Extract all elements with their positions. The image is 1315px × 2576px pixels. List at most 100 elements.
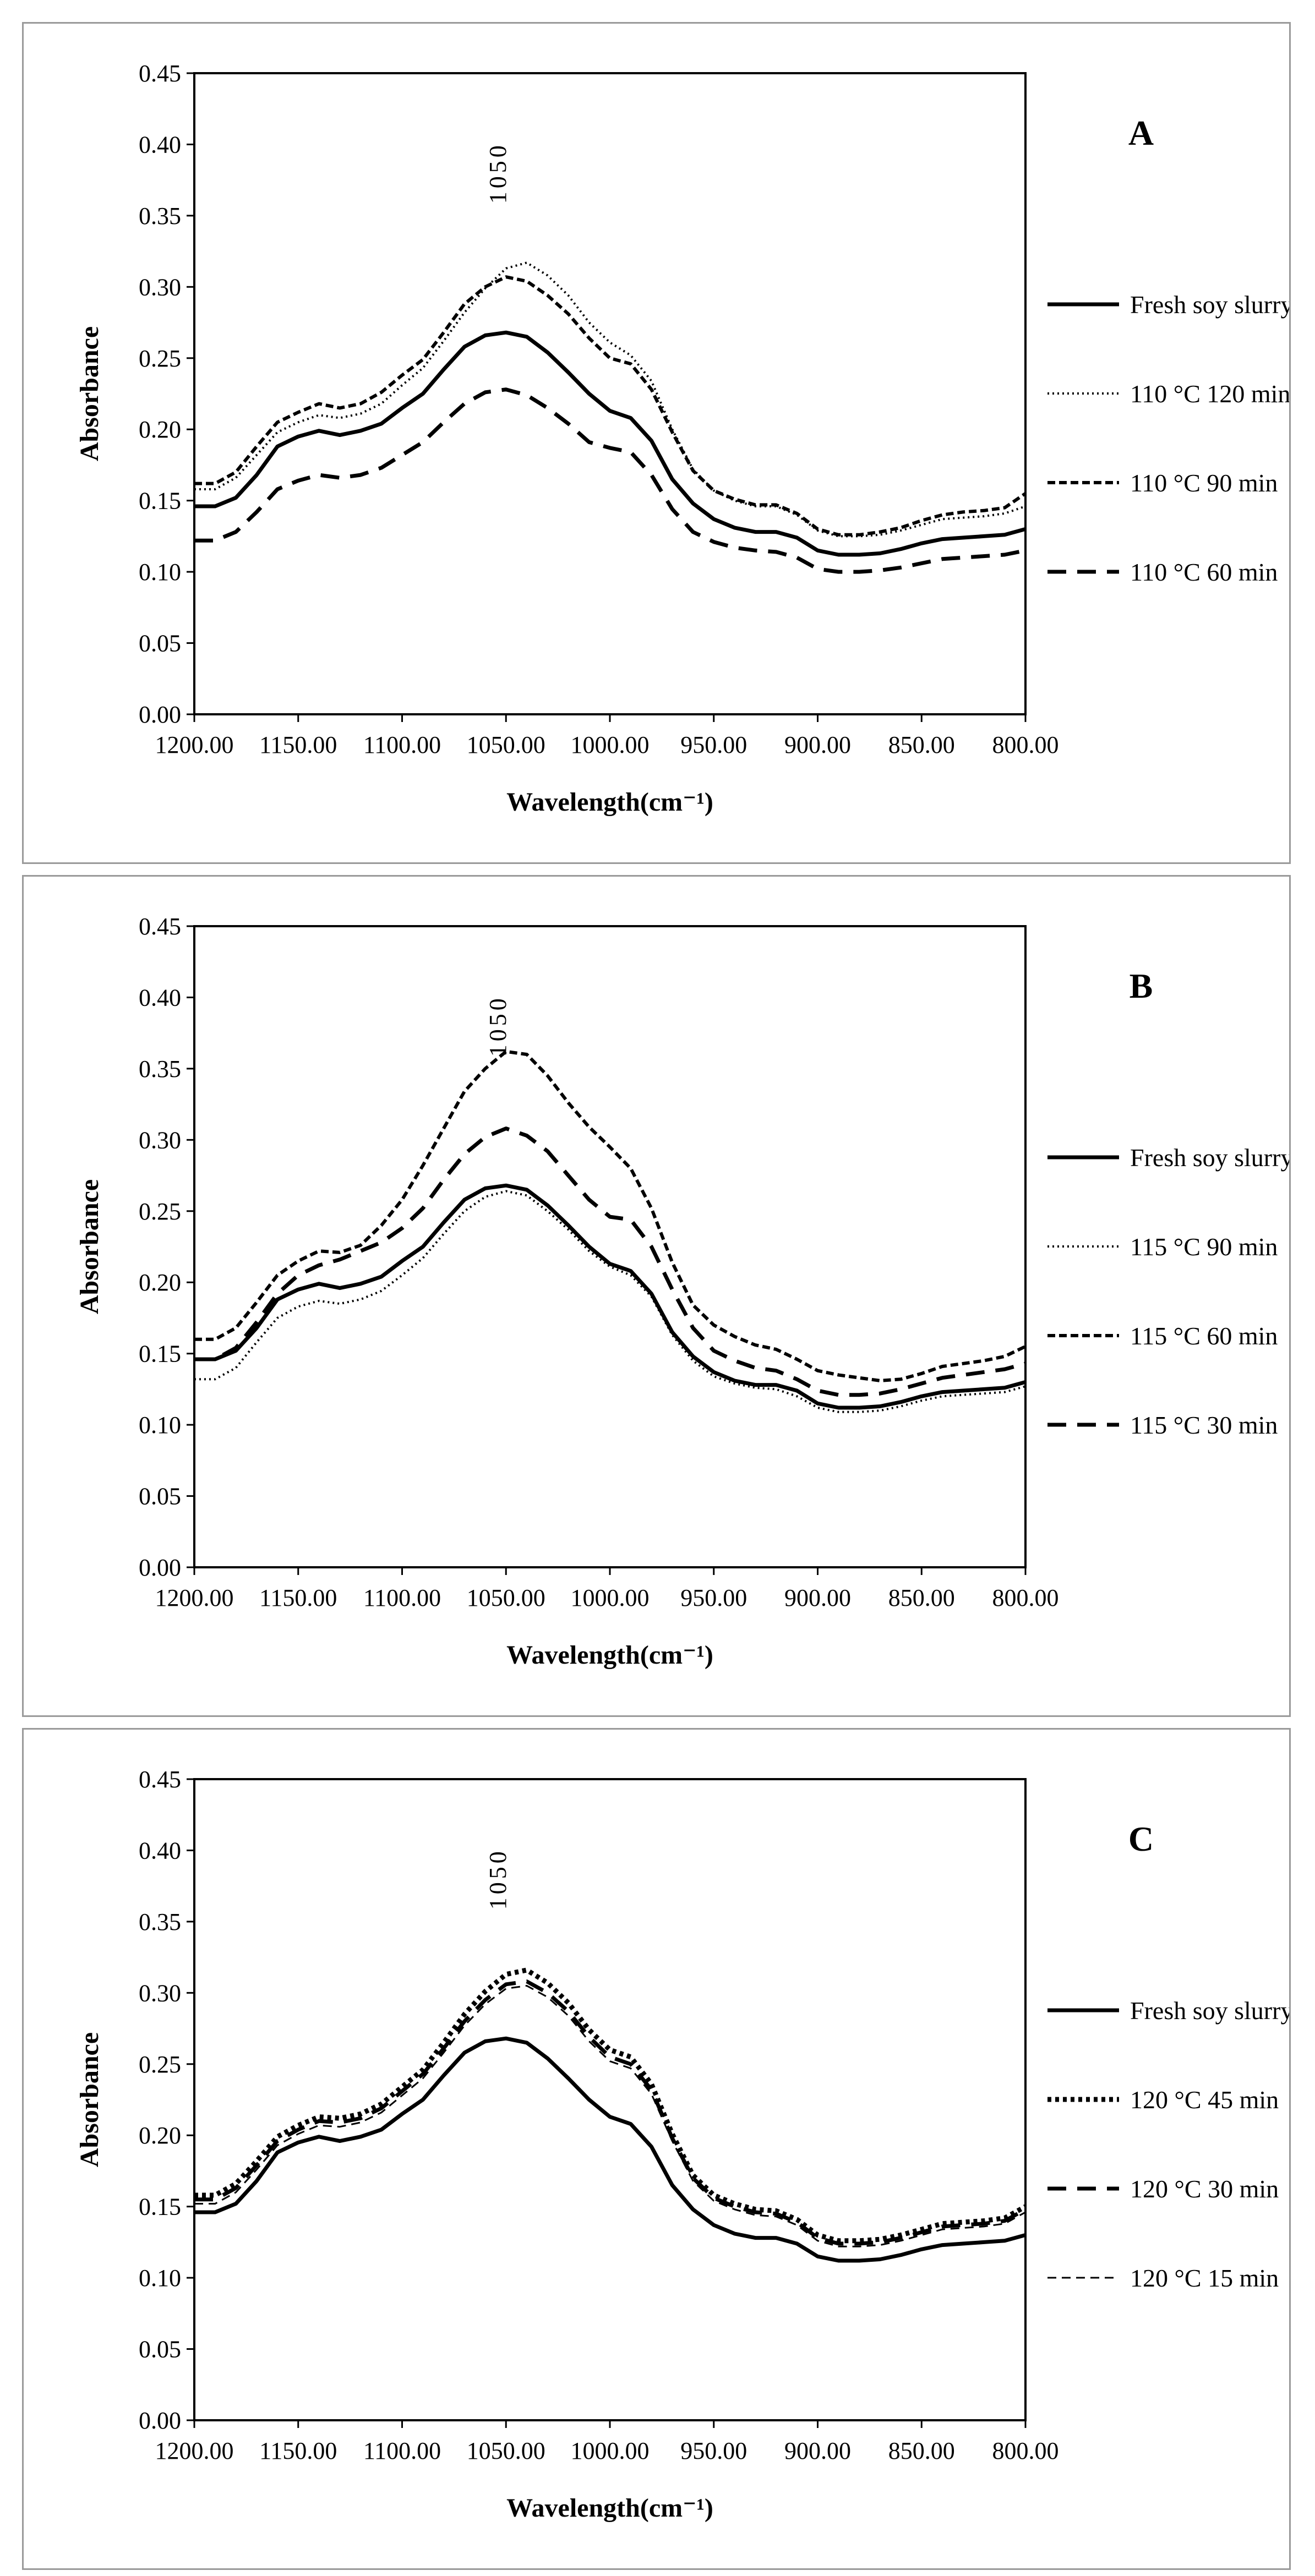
x-axis-title: Wavelength(cm⁻¹) — [506, 1640, 713, 1670]
legend-label: 115 °C 60 min — [1130, 1322, 1278, 1350]
x-tick-label: 850.00 — [888, 2437, 955, 2464]
legend-label: 110 °C 60 min — [1130, 558, 1278, 586]
y-tick-label: 0.05 — [139, 630, 181, 657]
y-axis-title: Absorbance — [75, 2032, 104, 2167]
legend-label: 110 °C 120 min — [1130, 380, 1289, 408]
x-tick-label: 950.00 — [680, 2437, 747, 2464]
x-axis-title: Wavelength(cm⁻¹) — [506, 787, 713, 817]
chart-c-svg: 0.00 0.05 0.10 0.15 0.20 0.25 0.30 0.35 0.40 0.45… — [75, 1766, 1289, 2523]
series-line-3 — [194, 275, 1027, 537]
x-tick-label: 1100.00 — [363, 731, 441, 758]
peak-annotation: 1050 — [484, 995, 511, 1057]
legend-label: 120 °C 15 min — [1130, 2264, 1279, 2292]
plot-area-frame — [193, 72, 1027, 715]
x-tick-label: 1150.00 — [259, 731, 337, 758]
legend-label: Fresh soy slurry — [1130, 1144, 1289, 1172]
y-tick-label: 0.05 — [139, 2336, 181, 2363]
x-tick-label: 1100.00 — [363, 2437, 441, 2464]
y-tick-label: 0.45 — [139, 913, 181, 940]
legend-label: 110 °C 90 min — [1130, 469, 1278, 497]
x-tick-label: 1000.00 — [571, 1584, 650, 1611]
y-tick-label: 0.00 — [139, 1554, 181, 1581]
y-axis-title: Absorbance — [75, 1179, 104, 1314]
x-tick-label: 900.00 — [784, 731, 851, 758]
panel-label: A — [1128, 113, 1154, 152]
series-line-3 — [194, 1049, 1027, 1382]
peak-annotation: 1050 — [484, 1848, 511, 1910]
y-tick-label: 0.45 — [139, 1766, 181, 1793]
x-tick-label: 950.00 — [680, 731, 747, 758]
series-line-2 — [194, 1190, 1026, 1413]
panel-b: 0.00 0.05 0.10 0.15 0.20 0.25 0.30 0.35 0.40 0.45… — [22, 875, 1291, 1717]
y-tick-label: 0.25 — [139, 1198, 181, 1225]
x-tick-label: 950.00 — [680, 1584, 747, 1611]
x-tick-label: 1150.00 — [259, 1584, 337, 1611]
y-tick-label: 0.20 — [139, 416, 181, 443]
x-tick-label: 1100.00 — [363, 1584, 441, 1611]
y-tick-label: 0.15 — [139, 1341, 181, 1368]
x-tick-label: 800.00 — [992, 2437, 1059, 2464]
legend-label: 115 °C 90 min — [1130, 1233, 1278, 1261]
panel-label: B — [1130, 966, 1153, 1005]
y-tick-label: 0.00 — [139, 701, 181, 728]
y-tick-label: 0.25 — [139, 345, 181, 372]
series-line-4 — [194, 1126, 1026, 1397]
y-tick-label: 0.40 — [139, 1837, 181, 1864]
x-tick-label: 1200.00 — [155, 731, 234, 758]
peak-annotation: 1050 — [484, 142, 511, 204]
y-tick-label: 0.45 — [139, 60, 181, 87]
legend-label: Fresh soy slurry — [1130, 1997, 1289, 2025]
y-tick-label: 0.30 — [139, 1126, 181, 1153]
x-tick-label: 1000.00 — [571, 2437, 650, 2464]
series-line-1 — [194, 330, 1026, 557]
legend-label: 120 °C 30 min — [1130, 2175, 1279, 2203]
x-tick-label: 1000.00 — [571, 731, 650, 758]
x-tick-label: 1050.00 — [467, 1584, 545, 1611]
chart-a-svg: 0.00 0.05 0.10 0.15 0.20 0.25 0.30 0.35 0.40 0.45… — [75, 60, 1289, 817]
y-tick-label: 0.10 — [139, 1412, 181, 1439]
y-tick-label: 0.35 — [139, 1908, 181, 1935]
y-tick-label: 0.35 — [139, 1055, 181, 1082]
series-line-3 — [194, 1979, 1027, 2246]
panel-a: 0.00 0.05 0.10 0.15 0.20 0.25 0.30 0.35 0.40 0.45… — [22, 22, 1291, 864]
y-tick-label: 0.20 — [139, 2122, 181, 2149]
chart-b-svg: 0.00 0.05 0.10 0.15 0.20 0.25 0.30 0.35 0.40 0.45… — [75, 913, 1289, 1670]
y-tick-label: 0.15 — [139, 488, 181, 515]
y-tick-label: 0.35 — [139, 203, 181, 229]
panel-label: C — [1128, 1819, 1154, 1858]
plot-area-frame — [193, 925, 1027, 1568]
x-tick-label: 1050.00 — [467, 2437, 545, 2464]
y-tick-label: 0.25 — [139, 2051, 181, 2078]
y-tick-label: 0.30 — [139, 274, 181, 300]
series-line-2 — [194, 1967, 1027, 2244]
panel-c: 0.00 0.05 0.10 0.15 0.20 0.25 0.30 0.35 0.40 0.45… — [22, 1728, 1291, 2570]
legend-label: Fresh soy slurry — [1130, 291, 1289, 319]
x-tick-label: 1200.00 — [155, 2437, 234, 2464]
y-tick-label: 0.40 — [139, 984, 181, 1011]
y-tick-label: 0.30 — [139, 1979, 181, 2006]
y-tick-label: 0.20 — [139, 1269, 181, 1296]
x-tick-label: 900.00 — [784, 2437, 851, 2464]
series-line-4 — [194, 387, 1026, 574]
y-tick-label: 0.40 — [139, 131, 181, 158]
y-tick-label: 0.00 — [139, 2407, 181, 2434]
x-axis-title: Wavelength(cm⁻¹) — [506, 2493, 713, 2523]
plot-area-frame — [193, 1778, 1027, 2421]
x-tick-label: 900.00 — [784, 1584, 851, 1611]
legend-label: 115 °C 30 min — [1130, 1411, 1278, 1439]
y-tick-label: 0.15 — [139, 2194, 181, 2220]
x-tick-label: 1150.00 — [259, 2437, 337, 2464]
y-tick-label: 0.10 — [139, 2265, 181, 2291]
series-line-1 — [194, 2036, 1026, 2263]
x-tick-label: 1200.00 — [155, 1584, 234, 1611]
x-tick-label: 850.00 — [888, 1584, 955, 1611]
series-line-2 — [194, 261, 1026, 538]
y-axis-title: Absorbance — [75, 326, 104, 461]
y-tick-label: 0.05 — [139, 1483, 181, 1510]
y-tick-label: 0.10 — [139, 559, 181, 586]
legend-label: 120 °C 45 min — [1130, 2086, 1279, 2114]
x-tick-label: 800.00 — [992, 1584, 1059, 1611]
x-tick-label: 800.00 — [992, 731, 1059, 758]
series-line-4 — [194, 1984, 1026, 2247]
x-tick-label: 1050.00 — [467, 731, 545, 758]
